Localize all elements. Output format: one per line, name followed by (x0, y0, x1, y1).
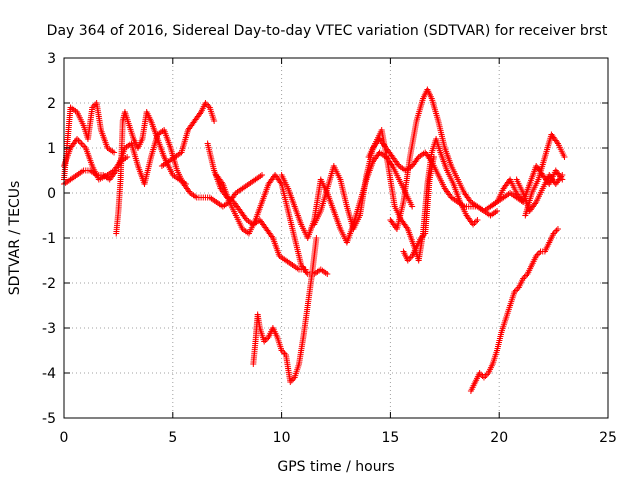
data-point (430, 154, 437, 160)
x-tick-label: 25 (599, 430, 617, 446)
data-point (313, 235, 320, 241)
data-point (124, 154, 131, 160)
chart-title: Day 364 of 2016, Sidereal Day-to-day VTE… (47, 23, 608, 39)
data-point (76, 139, 83, 145)
data-point (259, 172, 266, 178)
data-point (553, 227, 560, 234)
y-tick-label: -4 (42, 366, 56, 382)
y-tick-label: -1 (42, 231, 56, 247)
data-point (113, 167, 120, 174)
data-point (324, 271, 331, 277)
data-point (79, 142, 86, 148)
data-point (474, 217, 481, 223)
x-axis-label: GPS time / hours (277, 459, 394, 475)
data-point (480, 374, 487, 381)
data-point (559, 172, 566, 178)
x-tick-label: 15 (381, 430, 399, 446)
data-points (61, 86, 568, 394)
y-tick-label: 3 (47, 51, 56, 67)
y-axis-label: SDTVAR / TECUs (7, 181, 23, 296)
y-tick-label: -2 (42, 276, 56, 292)
x-tick-label: 5 (168, 430, 177, 446)
data-point (211, 118, 218, 124)
axis-ticks: 0 5 10 15 20 25 -5 -4 -3 -2 -1 0 1 2 3 (42, 51, 617, 446)
grid (64, 58, 608, 418)
y-tick-label: 0 (47, 186, 56, 202)
data-point (561, 154, 568, 160)
y-tick-label: 2 (47, 96, 56, 112)
y-tick-label: -5 (42, 411, 56, 427)
data-point (536, 250, 543, 256)
data-point (482, 373, 489, 379)
x-tick-label: 0 (60, 430, 69, 446)
y-tick-label: 1 (47, 141, 56, 157)
data-point (409, 203, 416, 210)
x-tick-label: 10 (273, 430, 291, 446)
data-point (494, 208, 501, 214)
data-point (472, 218, 479, 225)
data-point (78, 140, 85, 147)
data-point (554, 226, 561, 232)
y-tick-label: -3 (42, 321, 56, 337)
x-tick-label: 20 (490, 430, 508, 446)
data-point (111, 149, 118, 156)
